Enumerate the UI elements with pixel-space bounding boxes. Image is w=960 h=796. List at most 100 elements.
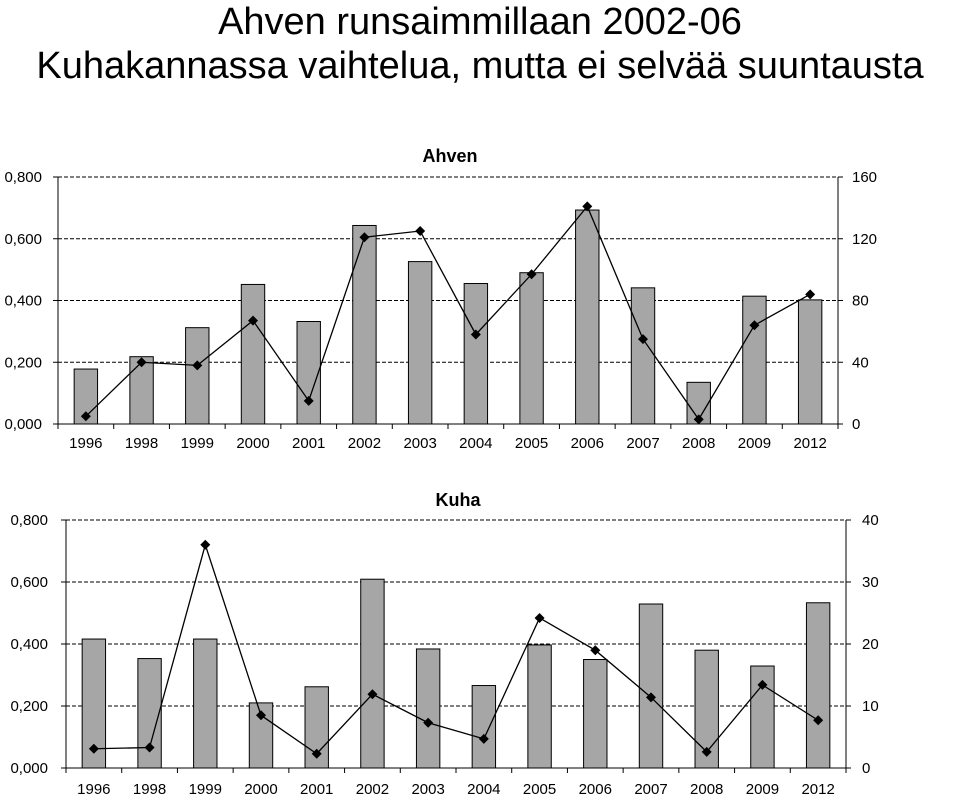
page-title-line1: Ahven runsaimmillaan 2002-06 xyxy=(218,1,742,43)
ahven-bar xyxy=(129,356,154,425)
ahven-x-tick-label: 2002 xyxy=(348,435,381,452)
ahven-x-tick-label: 2000 xyxy=(236,435,269,452)
kuha-right-tick-label: 0 xyxy=(862,760,870,777)
ahven-bar xyxy=(352,224,377,425)
ahven-line-point xyxy=(415,226,426,237)
ahven-right-tick-label: 40 xyxy=(852,354,869,371)
kuha-x-tick-label: 2001 xyxy=(300,781,333,796)
ahven-bar xyxy=(630,287,656,425)
ahven-x-tick-label: 1998 xyxy=(125,435,158,452)
ahven-x-tick-label: 2003 xyxy=(403,435,436,452)
ahven-right-tick-label: 120 xyxy=(852,231,877,248)
kuha-line-point xyxy=(534,612,545,623)
kuha-bar xyxy=(638,603,664,769)
ahven-x-tick-label: 2009 xyxy=(738,435,771,452)
ahven-x-tick-label: 2007 xyxy=(626,435,659,452)
ahven-x-tick-label: 2008 xyxy=(682,435,715,452)
kuha-bar xyxy=(360,578,385,769)
ahven-x-tick-label: 2001 xyxy=(292,435,325,452)
ahven-line-point xyxy=(80,411,91,422)
kuha-line-point xyxy=(590,645,601,656)
kuha-right-tick-label: 40 xyxy=(862,512,879,529)
ahven-line-point xyxy=(192,360,203,371)
ahven-right-tick-label: 80 xyxy=(852,293,869,310)
kuha-x-tick-label: 2005 xyxy=(523,781,556,796)
kuha-x-tick-label: 2009 xyxy=(746,781,779,796)
ahven-left-tick-label: 0,200 xyxy=(4,354,42,371)
ahven-x-tick-label: 2004 xyxy=(459,435,492,452)
ahven-bar xyxy=(296,320,321,425)
kuha-x-tick-label: 2000 xyxy=(244,781,277,796)
ahven-line-point xyxy=(638,334,648,345)
kuha-line-point xyxy=(88,743,99,754)
ahven-bar xyxy=(240,283,266,425)
kuha-line-point xyxy=(256,710,266,721)
kuha-bar xyxy=(583,659,608,769)
ahven-line-point xyxy=(470,329,481,340)
ahven-left-tick-label: 0,400 xyxy=(4,293,42,310)
ahven-bar xyxy=(797,299,823,425)
ahven-line-series xyxy=(85,205,811,421)
kuha-x-tick-label: 2007 xyxy=(634,781,667,796)
kuha-bar xyxy=(805,602,831,769)
kuha-left-tick-label: 0,200 xyxy=(10,698,48,715)
kuha-left-tick-label: 0,400 xyxy=(10,636,48,653)
ahven-line-point xyxy=(136,357,147,368)
ahven-line-point xyxy=(359,232,370,243)
kuha-line-point xyxy=(646,692,656,703)
kuha-line-series xyxy=(93,542,819,755)
ahven-line-point xyxy=(749,320,760,331)
ahven-bar xyxy=(185,327,210,425)
kuha-line-point xyxy=(813,715,824,726)
kuha-x-tick-label: 1999 xyxy=(189,781,222,796)
kuha-x-tick-label: 2012 xyxy=(801,781,834,796)
kuha-line-point xyxy=(423,717,434,728)
ahven-bar xyxy=(463,283,489,425)
ahven-x-tick-label: 1999 xyxy=(181,435,214,452)
kuha-left-tick-label: 0,000 xyxy=(10,760,48,777)
kuha-line-point xyxy=(367,689,378,700)
ahven-line-point xyxy=(526,269,537,280)
kuha-right-tick-label: 30 xyxy=(862,574,879,591)
kuha-x-tick-label: 2003 xyxy=(411,781,444,796)
kuha-bar xyxy=(527,644,552,769)
ahven-right-tick-label: 160 xyxy=(852,169,877,186)
page-title-line2: Kuhakannassa vaihtelua, mutta ei selvää … xyxy=(36,45,924,87)
kuha-x-tick-label: 2004 xyxy=(467,781,500,796)
kuha-line-point xyxy=(144,742,155,753)
kuha-left-tick-label: 0,800 xyxy=(10,512,48,529)
kuha-bar xyxy=(471,685,497,769)
ahven-bar xyxy=(575,209,600,425)
kuha-line-point xyxy=(478,733,489,744)
ahven-bar xyxy=(407,261,433,425)
kuha-line-point xyxy=(200,539,211,550)
ahven-line-point xyxy=(693,414,704,425)
ahven-left-tick-label: 0,800 xyxy=(4,169,42,186)
kuha-bar xyxy=(694,649,719,769)
kuha-chart-title: Kuha xyxy=(436,490,482,510)
ahven-line-point xyxy=(805,289,816,300)
ahven-chart-title: Ahven xyxy=(422,146,477,166)
kuha-x-tick-label: 2002 xyxy=(356,781,389,796)
ahven-bar xyxy=(742,295,767,425)
ahven-line-point xyxy=(582,201,593,212)
ahven-left-tick-label: 0,000 xyxy=(4,416,42,433)
kuha-line-point xyxy=(311,748,322,759)
ahven-left-tick-label: 0,600 xyxy=(4,231,42,248)
ahven-bar xyxy=(519,272,544,425)
ahven-x-tick-label: 1996 xyxy=(69,435,102,452)
kuha-bar xyxy=(193,638,218,769)
kuha-x-tick-label: 2008 xyxy=(690,781,723,796)
ahven-line-point xyxy=(303,395,314,406)
ahven-x-tick-label: 2012 xyxy=(793,435,826,452)
kuha-line-point xyxy=(757,679,768,690)
kuha-bar xyxy=(415,648,441,769)
kuha-right-tick-label: 20 xyxy=(862,636,879,653)
kuha-right-tick-label: 10 xyxy=(862,698,879,715)
kuha-left-tick-label: 0,600 xyxy=(10,574,48,591)
ahven-right-tick-label: 0 xyxy=(852,416,860,433)
ahven-x-tick-label: 2006 xyxy=(571,435,604,452)
kuha-x-tick-label: 1998 xyxy=(133,781,166,796)
kuha-x-tick-label: 1996 xyxy=(77,781,110,796)
